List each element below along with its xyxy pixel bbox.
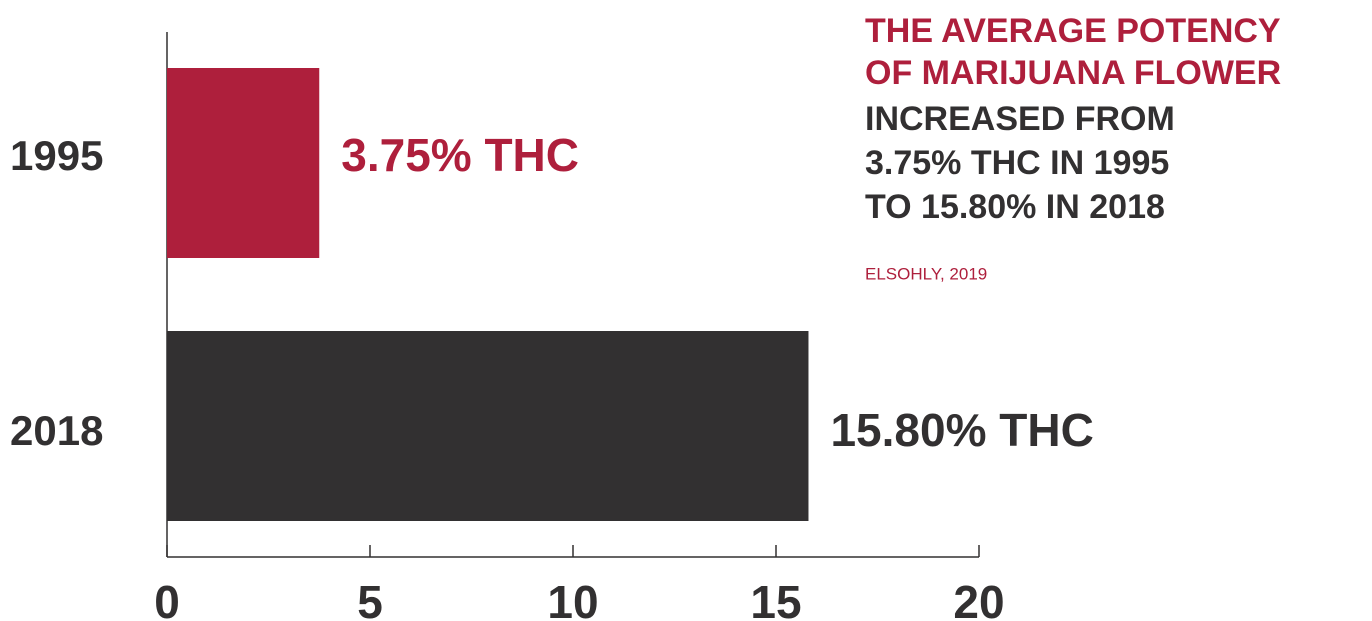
- x-tick-label: 20: [953, 576, 1004, 621]
- bar: [167, 331, 809, 521]
- value-label: 3.75% THC: [341, 129, 579, 181]
- annotation-title: OF MARIJUANA FLOWER: [865, 54, 1281, 92]
- category-label: 1995: [10, 132, 103, 179]
- source: ELSOHLY, 2019: [865, 264, 987, 283]
- x-tick-label: 15: [750, 576, 801, 621]
- x-tick-label: 0: [154, 576, 180, 621]
- annotation-text: TO 15.80% IN 2018: [865, 188, 1165, 226]
- annotation-text: INCREASED FROM: [865, 100, 1175, 138]
- annotation-title: THE AVERAGE POTENCY: [865, 12, 1281, 50]
- category-label: 2018: [10, 407, 103, 454]
- x-tick-label: 5: [357, 576, 383, 621]
- bar: [167, 68, 320, 258]
- value-label: 15.80% THC: [830, 404, 1093, 456]
- annotation-text: 3.75% THC IN 1995: [865, 144, 1169, 182]
- x-tick-label: 10: [547, 576, 598, 621]
